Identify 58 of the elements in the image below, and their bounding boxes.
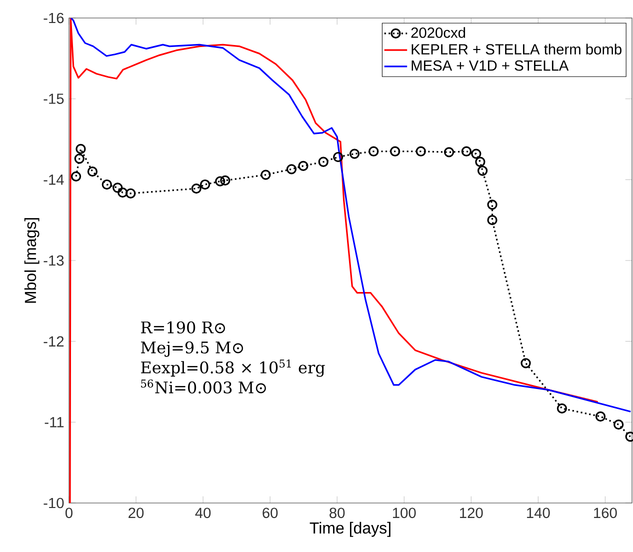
point — [556, 403, 568, 414]
x-tick-label: 60 — [262, 508, 278, 518]
point — [368, 146, 379, 156]
point — [471, 148, 482, 159]
point — [390, 146, 400, 156]
point — [487, 200, 498, 210]
x-tick-label: 160 — [594, 508, 617, 518]
x-tick-label: 20 — [128, 508, 144, 518]
annotation: R=190 R⊙ — [141, 321, 226, 334]
point — [416, 146, 426, 156]
point — [102, 179, 112, 190]
point — [487, 215, 498, 226]
y-tick-label: -10 — [44, 498, 64, 508]
point — [298, 160, 308, 171]
point — [70, 171, 82, 182]
annotation: Mej=9.5 M⊙ — [141, 341, 244, 357]
y-axis-title: Mbol [mags] — [24, 218, 40, 303]
point — [333, 152, 344, 162]
point — [76, 144, 86, 154]
x-tick-label: 0 — [65, 508, 72, 518]
point — [191, 183, 202, 194]
y-tick-label: -16 — [44, 12, 64, 24]
x-tick-label: 40 — [195, 508, 211, 518]
point — [614, 420, 624, 430]
point — [87, 166, 98, 177]
x-axis-title: Time [days] — [310, 522, 390, 537]
point — [520, 358, 531, 368]
y-tick-label: -14 — [44, 174, 64, 185]
line-series — [70, 18, 632, 412]
y-tick-label: -12 — [44, 336, 64, 346]
point — [461, 146, 472, 156]
point — [118, 188, 128, 198]
annotation: Eexpl=0.58 × 10$^{51}$ erg — [141, 360, 325, 377]
point — [260, 170, 271, 180]
x-tick-label: 140 — [527, 508, 550, 518]
x-tick-label: 100 — [392, 508, 416, 518]
legend-label: KEPLER + STELLA therm bomb — [412, 44, 622, 55]
y-tick-label: -11 — [44, 417, 64, 428]
point — [595, 411, 606, 422]
point — [286, 164, 297, 174]
point — [349, 148, 360, 159]
x-tick-label: 80 — [330, 508, 345, 518]
point — [444, 147, 454, 158]
point — [318, 156, 328, 167]
point — [74, 154, 84, 164]
point — [215, 176, 226, 186]
legend-label: 2020cxd — [411, 27, 466, 38]
point — [200, 179, 210, 190]
annotation: $^{56}$Ni=0.003 M⊙ — [141, 380, 266, 394]
y-tick-label: -13 — [44, 255, 64, 266]
point — [112, 182, 123, 193]
legend-label: MESA + V1D + STELLA — [412, 60, 569, 71]
point — [475, 156, 486, 167]
point — [220, 175, 230, 186]
point — [126, 188, 136, 198]
point — [477, 166, 488, 176]
y-tick-label: -15 — [44, 94, 64, 104]
x-tick-label: 120 — [460, 508, 483, 518]
